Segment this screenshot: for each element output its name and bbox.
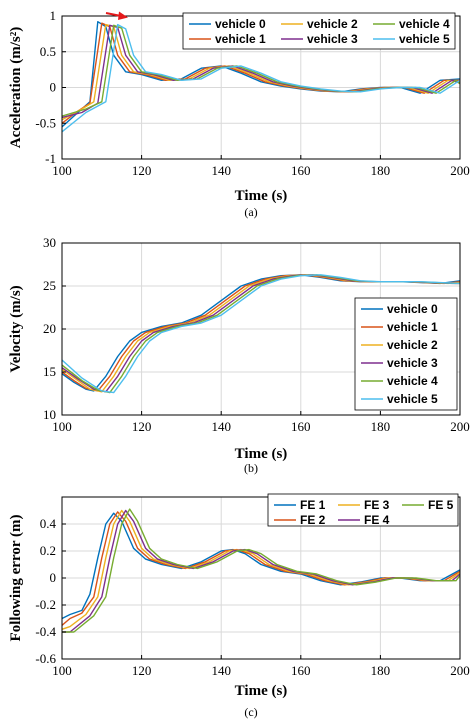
legend-label: FE 3 [364, 498, 390, 512]
legend-box [354, 297, 458, 411]
y-tick-label: -0.6 [35, 651, 56, 666]
x-axis-label: Time (s) [235, 446, 288, 462]
legend-label: FE 5 [428, 498, 454, 512]
x-tick-label: 140 [211, 163, 231, 178]
legend-label: vehicle 3 [387, 356, 438, 370]
x-tick-label: 100 [52, 419, 72, 434]
legend-label: vehicle 5 [399, 32, 450, 46]
series-line-vehicle-5 [62, 274, 460, 394]
y-tick-label: -0.5 [35, 115, 56, 130]
y-tick-label: 0.5 [40, 44, 56, 59]
panel-caption: (b) [244, 461, 258, 475]
x-tick-label: 120 [132, 663, 152, 678]
y-tick-label: 0.2 [40, 543, 56, 558]
legend-label: FE 4 [364, 513, 390, 527]
series-line-FE-3 [62, 509, 460, 630]
legend-label: vehicle 1 [387, 320, 438, 334]
x-tick-label: 200 [450, 163, 470, 178]
x-tick-label: 200 [450, 663, 470, 678]
legend-label: vehicle 3 [307, 32, 358, 46]
legend-label: vehicle 0 [215, 17, 266, 31]
series-line-FE-2 [62, 511, 460, 626]
y-tick-label: 1 [50, 8, 57, 23]
x-tick-label: 120 [132, 419, 152, 434]
y-tick-label: -0.2 [35, 597, 56, 612]
y-tick-label: 15 [43, 364, 56, 379]
x-axis-label: Time (s) [235, 188, 288, 204]
legend-label: vehicle 4 [399, 17, 450, 31]
y-axis-label: Velocity (m/s) [8, 285, 24, 372]
legend: vehicle 0 vehicle 1 vehicle 2 vehicle 3 vehi… [354, 297, 458, 411]
legend-box [182, 12, 456, 50]
y-tick-label: 0 [50, 570, 57, 585]
y-tick-label: -1 [45, 151, 56, 166]
x-tick-label: 160 [291, 163, 311, 178]
x-tick-label: 180 [371, 419, 391, 434]
panel-caption: (a) [244, 205, 257, 219]
y-tick-label: -0.4 [35, 624, 56, 639]
series-line-FE-5 [62, 508, 460, 633]
x-tick-label: 200 [450, 419, 470, 434]
y-tick-label: 30 [43, 235, 56, 250]
y-tick-label: 20 [43, 321, 56, 336]
legend-label: vehicle 4 [387, 374, 438, 388]
arrow-head-icon [118, 11, 128, 20]
y-tick-label: 0 [50, 80, 57, 95]
legend-label: FE 1 [300, 498, 326, 512]
chart-panel-c: 100 120 140 160 180 200 -0.6 -0.4 -0.2 0 0.2 0.4 Tim… [8, 493, 470, 719]
x-axis-label: Time (s) [235, 683, 288, 699]
legend-box [267, 493, 459, 527]
y-tick-label: 25 [43, 278, 56, 293]
y-tick-label: 10 [43, 407, 56, 422]
legend-label: vehicle 0 [387, 302, 438, 316]
y-tick-label: 0.4 [40, 516, 57, 531]
legend: FE 1FE 2 FE 3FE 4 FE 5 [267, 493, 459, 527]
x-tick-label: 100 [52, 163, 72, 178]
series-line-FE-4 [62, 509, 460, 633]
legend-label: vehicle 1 [215, 32, 266, 46]
x-tick-label: 120 [132, 163, 152, 178]
x-tick-label: 100 [52, 663, 72, 678]
y-axis-label: Following error (m) [8, 515, 24, 642]
legend-label: FE 2 [300, 513, 326, 527]
panel-caption: (c) [244, 705, 257, 719]
chart-panel-a: 100 120 140 160 180 200 -1 -0.5 0 0.5 1 Time (s) Acc… [8, 8, 470, 219]
legend-label: vehicle 2 [307, 17, 358, 31]
legend-label: vehicle 2 [387, 338, 438, 352]
legend-label: vehicle 5 [387, 392, 438, 406]
x-tick-label: 160 [291, 419, 311, 434]
x-tick-label: 180 [371, 163, 391, 178]
series-line-FE-1 [62, 512, 460, 620]
x-tick-label: 140 [211, 663, 231, 678]
x-tick-label: 140 [211, 419, 231, 434]
chart-panel-b: 100 120 140 160 180 200 10 15 20 25 30 Time (s) Velo… [8, 235, 470, 475]
y-axis-label: Acceleration (m/s²) [8, 27, 24, 149]
arrow-shaft [105, 12, 122, 17]
x-tick-label: 180 [371, 663, 391, 678]
x-tick-label: 160 [291, 663, 311, 678]
series-line-vehicle-5 [62, 23, 460, 133]
red-arrow-annotation [105, 11, 128, 20]
